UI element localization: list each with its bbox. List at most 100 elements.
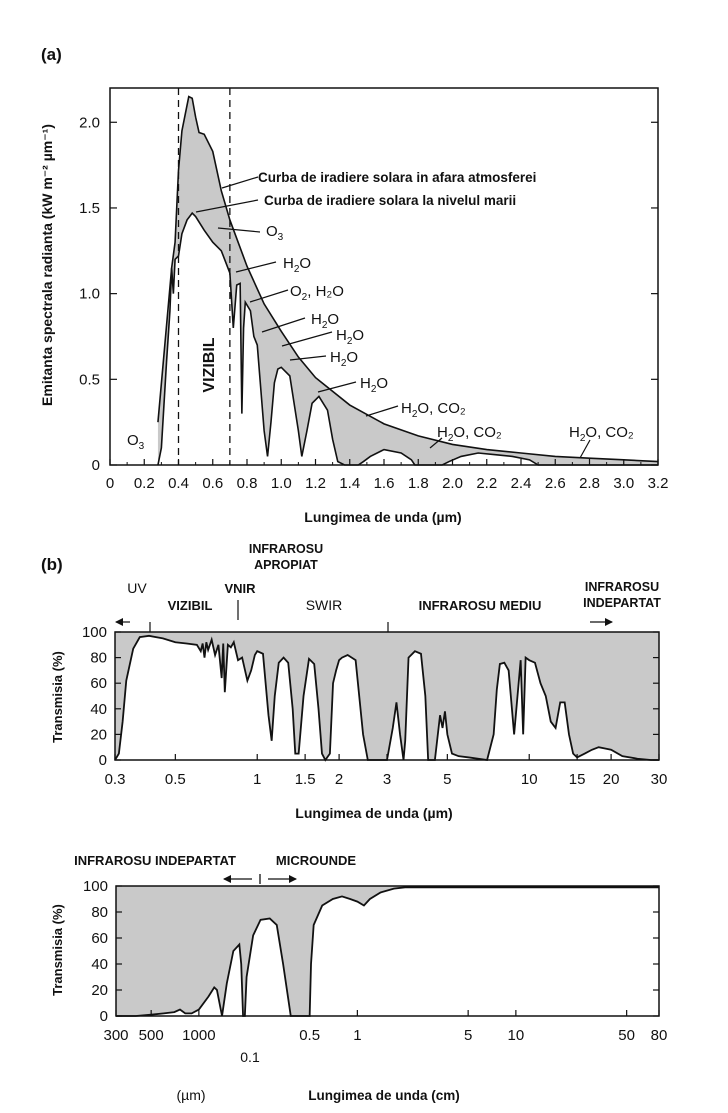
x-tick-label: 2.8 (579, 475, 600, 492)
x-tick-label: 10 (521, 771, 538, 788)
region-microwaves: MICROUNDE (276, 853, 356, 868)
panel-b: (b) 0.3 0.5 1 1.5 2 3 5 10 15 20 30 0 20 40 60 80 100 L… (41, 542, 667, 821)
x-tick-label: 0.8 (237, 475, 258, 492)
y-tick-label: 80 (90, 650, 107, 667)
y-tick-label: 0.5 (79, 371, 100, 388)
x-tick-label: 2.4 (511, 475, 532, 492)
molecule-subscript: 2 (302, 292, 308, 303)
molecule-label: H2O (311, 311, 339, 331)
molecule-label: H2O (330, 349, 358, 369)
molecule-rest: O, CO₂ (417, 400, 466, 417)
panel-a-x-ticks: 0 0.2 0.4 0.6 0.8 1.0 1.2 1.4 1.6 1.8 2.0 2.2 2.4 2.6… (106, 459, 669, 492)
panel-b-x-ticks: 0.3 0.5 1 1.5 2 3 5 10 15 20 30 (105, 754, 668, 788)
panel-b-lower-absorption-fill (116, 886, 659, 1017)
x-tick-label: 10 (508, 1027, 525, 1044)
x-tick-label: 1.5 (295, 771, 316, 788)
panel-b-lower-regions: INFRAROSU INDEPARTAT MICROUNDE (74, 853, 356, 884)
panel-a-curves (157, 95, 659, 466)
molecule-symbol: H (311, 311, 322, 328)
annotation-sea-level: Curba de iradiere solara la nivelul mari… (264, 193, 516, 208)
molecule-label: H2O (283, 255, 311, 275)
panel-b-lower-y-axis-label: Transmisia (%) (50, 904, 65, 996)
molecule-label: H2O, CO₂ (569, 424, 634, 444)
region-vnir: VNIR (224, 581, 256, 596)
x-tick-label: 500 (139, 1027, 164, 1044)
transmission-curve (114, 634, 659, 762)
leader-line (261, 317, 306, 333)
x-tick-label: 3.2 (648, 475, 669, 492)
molecule-subscript: 2 (412, 409, 418, 420)
leader-line (221, 176, 259, 189)
y-tick-label: 40 (91, 956, 108, 973)
transmission-curve (116, 886, 659, 1017)
y-tick-label: 1.5 (79, 200, 100, 217)
panel-b-regions: UV VIZIBIL VNIR INFRAROSU APROPIAT SWIR … (115, 542, 661, 632)
y-tick-label: 100 (83, 878, 108, 895)
molecule-label: H2O (336, 327, 364, 347)
visible-band: VIZIBIL (177, 88, 231, 465)
molecule-rest: O (352, 327, 364, 344)
series-sea-level (157, 211, 658, 466)
y-tick-label: 100 (82, 624, 107, 641)
molecule-symbol: H (330, 349, 341, 366)
x-tick-label: 3 (383, 771, 391, 788)
molecule-rest: , H₂O (307, 283, 344, 300)
molecule-rest: O (299, 255, 311, 272)
panel-a: (a) VIZIBIL 0 0.2 0.4 0.6 0.8 1.0 1.2 1.4 1.6 1.8… (39, 45, 668, 525)
leader-line (195, 199, 259, 213)
x-tick-label: 30 (651, 771, 668, 788)
x-tick-label: 1.0 (271, 475, 292, 492)
region-mid-infrared: INFRAROSU MEDIU (419, 598, 542, 613)
visible-band-label: VIZIBIL (201, 337, 218, 392)
molecule-label: H2O, CO₂ (401, 400, 466, 420)
x-tick-label: 5 (443, 771, 451, 788)
x-tick-label: 1 (253, 771, 261, 788)
panel-b-absorption-fill (114, 632, 659, 762)
x-tick-label: 0 (106, 475, 114, 492)
molecule-symbol: H (401, 400, 412, 417)
x-tick-label: 2.0 (442, 475, 463, 492)
region-uv: UV (127, 580, 147, 596)
series-outside-atmosphere (157, 95, 659, 463)
x-tick-label: 1 (353, 1027, 361, 1044)
x-tick-label: 5 (464, 1027, 472, 1044)
leader-line (579, 439, 591, 459)
y-tick-label: 0 (92, 457, 100, 474)
panel-a-y-axis-label: Emitanta spectrala radianta (kW m⁻² µm⁻¹… (39, 124, 55, 406)
molecule-rest: O, CO₂ (585, 424, 634, 441)
y-tick-label: 40 (90, 701, 107, 718)
panel-b-lower-x-axis-label: Lungimea de unda (cm) (308, 1088, 460, 1103)
panel-b-lower-frame (115, 885, 660, 1017)
x-tick-label: 2.2 (476, 475, 497, 492)
x-tick-label: 15 (569, 771, 586, 788)
molecule-rest: O (327, 311, 339, 328)
molecule-rest: O (346, 349, 358, 366)
transmitted-area (115, 635, 659, 760)
molecule-subscript: 3 (278, 232, 284, 243)
y-tick-label: 20 (91, 982, 108, 999)
molecule-label: O2, H₂O (290, 283, 344, 303)
molecule-label: O3 (127, 432, 145, 452)
molecule-symbol: H (437, 424, 448, 441)
molecule-label: O3 (266, 223, 284, 243)
region-far-infrared: INFRAROSU INDEPARTAT (74, 853, 236, 868)
x-tick-label: 50 (618, 1027, 635, 1044)
y-tick-label: 2.0 (79, 114, 100, 131)
molecule-symbol: H (336, 327, 347, 344)
panel-a-annotations: Curba de iradiere solara in afara atmosf… (127, 170, 634, 459)
molecule-rest: O (376, 375, 388, 392)
x-tick-label: 1.4 (339, 475, 360, 492)
y-tick-label: 80 (91, 904, 108, 921)
molecule-label: H2O (360, 375, 388, 395)
region-swir: SWIR (306, 597, 343, 613)
molecule-subscript: 2 (294, 264, 300, 275)
region-near-infrared-line1: INFRAROSU (249, 542, 323, 556)
x-tick-label: 0.2 (134, 475, 155, 492)
x-tick-label: 1.8 (408, 475, 429, 492)
molecule-subscript: 3 (139, 441, 145, 452)
panel-a-y-ticks: 0 0.5 1.0 1.5 2.0 (79, 114, 658, 474)
x-tick-label: 2.6 (545, 475, 566, 492)
region-near-infrared-line2: APROPIAT (254, 558, 318, 572)
leader-line (217, 227, 261, 233)
